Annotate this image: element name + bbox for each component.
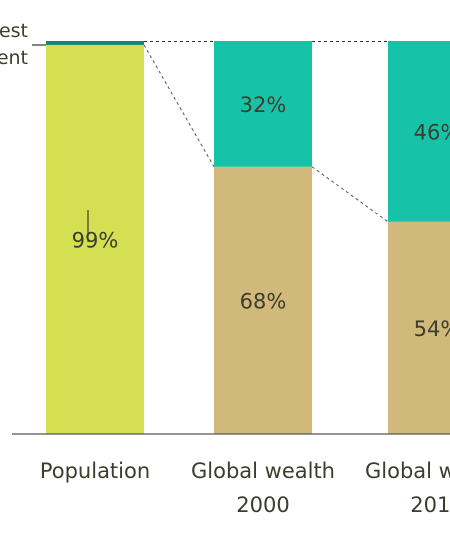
- segment-label-top-2: 46%: [414, 120, 450, 144]
- connector-1: [311, 166, 389, 223]
- segment-labels: 99% 68% 32% 54% 46%: [72, 93, 450, 341]
- segment-label-top-1: 32%: [240, 93, 287, 117]
- bar-segment-top-1: [214, 41, 312, 167]
- bar-segment-bottom-1: [214, 166, 312, 434]
- segment-label-bottom-1: 68%: [240, 289, 287, 313]
- bar-segment-top-0: [46, 41, 144, 45]
- segment-label-bottom-0: 99%: [72, 228, 119, 252]
- bar-segment-bottom-2: [388, 221, 450, 434]
- category-label-1-0: Global wealth: [191, 459, 335, 483]
- bars: [46, 41, 450, 435]
- group-label: est ent: [0, 20, 46, 69]
- bar-segment-top-2: [388, 41, 450, 222]
- group-label-line-0: est: [0, 20, 28, 42]
- category-label-2-1: 2011: [410, 493, 450, 517]
- segment-label-bottom-2: 54%: [414, 317, 450, 341]
- category-label-2-0: Global wealth: [365, 459, 450, 483]
- bar-segment-bottom-0: [46, 44, 144, 435]
- connector-0: [143, 44, 215, 168]
- category-label-0-0: Population: [40, 459, 150, 483]
- category-label-1-1: 2000: [236, 493, 289, 517]
- category-labels: Population Global wealth 2000 Global wealth…: [40, 459, 450, 517]
- group-label-line-1: ent: [0, 47, 28, 69]
